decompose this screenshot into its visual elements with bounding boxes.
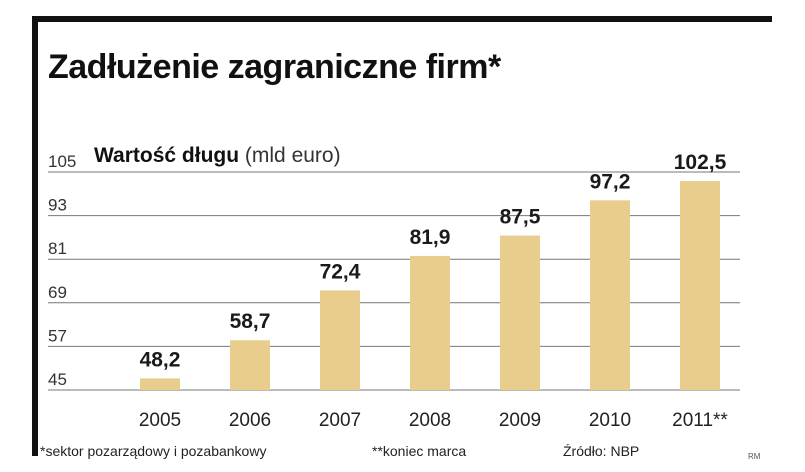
data-label: 87,5 [500, 206, 541, 229]
bar [590, 200, 630, 390]
chart-title: Zadłużenie zagraniczne firm* [48, 48, 501, 86]
data-label: 97,2 [590, 170, 631, 193]
y-tick-label: 93 [48, 196, 67, 215]
data-label: 81,9 [410, 226, 451, 249]
y-tick-label: 45 [48, 370, 67, 389]
y-tick-label: 57 [48, 326, 67, 345]
x-tick-label: 2008 [409, 410, 451, 431]
data-label: 58,7 [230, 310, 271, 333]
chart-subtitle: Wartość długu (mld euro) [94, 144, 341, 168]
frame-top-border [32, 16, 772, 22]
bar [500, 235, 540, 390]
x-tick-label: 2005 [139, 410, 181, 431]
subtitle-main: Wartość długu [94, 144, 240, 167]
y-tick-label: 69 [48, 283, 67, 302]
data-label: 72,4 [320, 260, 361, 283]
y-tick-label: 81 [48, 239, 67, 258]
x-tick-label: 2009 [499, 410, 541, 431]
bar [680, 181, 720, 390]
x-tick-label: 2007 [319, 410, 361, 431]
data-label: 48,2 [140, 348, 181, 371]
source-note: Źródło: NBP [563, 443, 640, 459]
bar [140, 378, 180, 390]
bar [320, 290, 360, 390]
x-tick-label: 2010 [589, 410, 631, 431]
x-tick-label: 2011** [672, 410, 728, 431]
y-tick-label: 105 [48, 152, 76, 171]
footnote-sector: *sektor pozarządowy i pozabankowy [40, 443, 267, 459]
frame-left-border [32, 16, 38, 456]
data-label: 102,5 [674, 151, 727, 174]
bar [410, 255, 450, 390]
bar [230, 340, 270, 390]
author-credit: RM [748, 452, 761, 461]
footnote-march: **koniec marca [372, 443, 467, 459]
x-tick-label: 2006 [229, 410, 271, 431]
subtitle-unit: (mld euro) [244, 144, 341, 167]
